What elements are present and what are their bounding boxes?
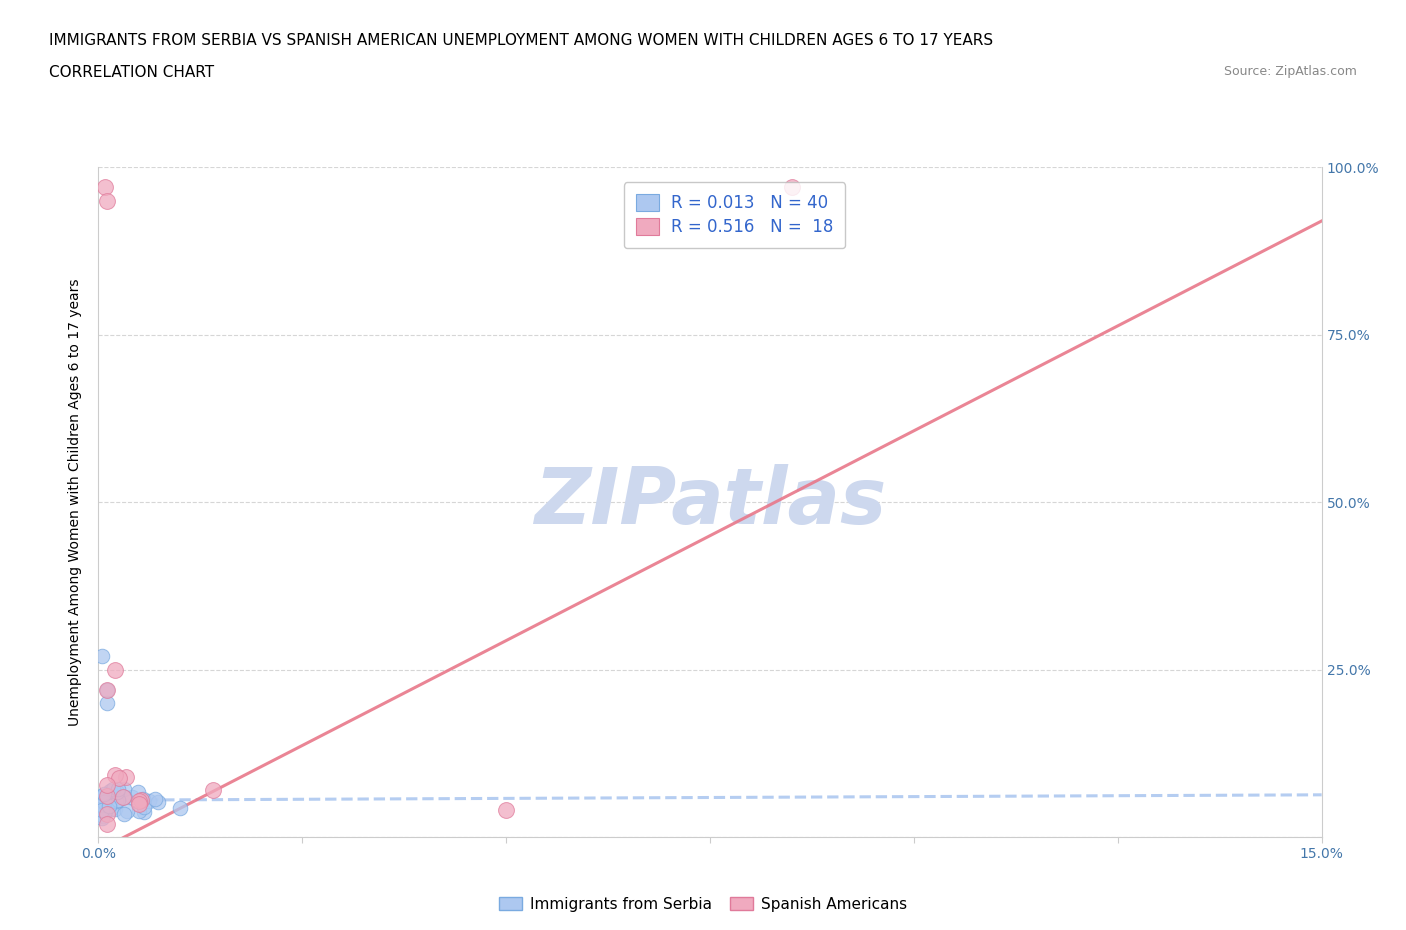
Point [105, 794, 128, 809]
Point [96, 193, 118, 208]
Point [103, 782, 125, 797]
Point [98, 794, 121, 809]
Point [495, 803, 517, 817]
Point [107, 792, 129, 807]
Point [96, 683, 118, 698]
Point [91, 794, 114, 809]
Point [108, 771, 131, 786]
Point [128, 796, 150, 811]
Point [169, 801, 191, 816]
Point [146, 795, 169, 810]
Point [129, 792, 152, 807]
Point [107, 781, 129, 796]
Point [91, 789, 114, 804]
Point [114, 769, 136, 784]
Point [100, 802, 122, 817]
Point [128, 804, 150, 818]
Point [104, 662, 127, 677]
Text: Source: ZipAtlas.com: Source: ZipAtlas.com [1223, 65, 1357, 78]
Point [127, 785, 149, 800]
Point [96, 696, 118, 711]
Point [93, 787, 115, 802]
Point [94, 180, 117, 195]
Point [98, 784, 121, 799]
Point [104, 802, 127, 817]
Point [112, 781, 135, 796]
Point [112, 807, 135, 822]
Point [91, 797, 114, 812]
Point [780, 180, 803, 195]
Point [132, 799, 155, 814]
Point [201, 782, 224, 797]
Point [91, 808, 114, 823]
Text: CORRELATION CHART: CORRELATION CHART [49, 65, 214, 80]
Point [104, 767, 127, 782]
Point [132, 792, 155, 807]
Point [134, 805, 156, 820]
Point [98, 787, 121, 802]
Legend: Immigrants from Serbia, Spanish Americans: Immigrants from Serbia, Spanish American… [494, 890, 912, 918]
Point [93, 794, 115, 809]
Point [91, 789, 114, 804]
Point [96, 806, 118, 821]
Point [143, 791, 166, 806]
Point [96, 683, 118, 698]
Point [121, 790, 143, 804]
Point [91, 649, 114, 664]
Point [96, 790, 118, 805]
Text: ZIPatlas: ZIPatlas [534, 464, 886, 540]
Point [111, 790, 134, 804]
Point [91, 803, 114, 817]
Point [105, 784, 128, 799]
Point [117, 804, 139, 818]
Point [96, 817, 118, 831]
Point [97, 798, 120, 813]
Y-axis label: Unemployment Among Women with Children Ages 6 to 17 years: Unemployment Among Women with Children A… [69, 278, 83, 726]
Point [93, 804, 115, 818]
Point [96, 789, 118, 804]
Legend: R = 0.013   N = 40, R = 0.516   N =  18: R = 0.013 N = 40, R = 0.516 N = 18 [624, 182, 845, 248]
Text: IMMIGRANTS FROM SERBIA VS SPANISH AMERICAN UNEMPLOYMENT AMONG WOMEN WITH CHILDRE: IMMIGRANTS FROM SERBIA VS SPANISH AMERIC… [49, 33, 993, 47]
Point [112, 790, 135, 804]
Point [91, 810, 114, 825]
Point [138, 793, 160, 808]
Point [96, 777, 118, 792]
Point [128, 794, 150, 809]
